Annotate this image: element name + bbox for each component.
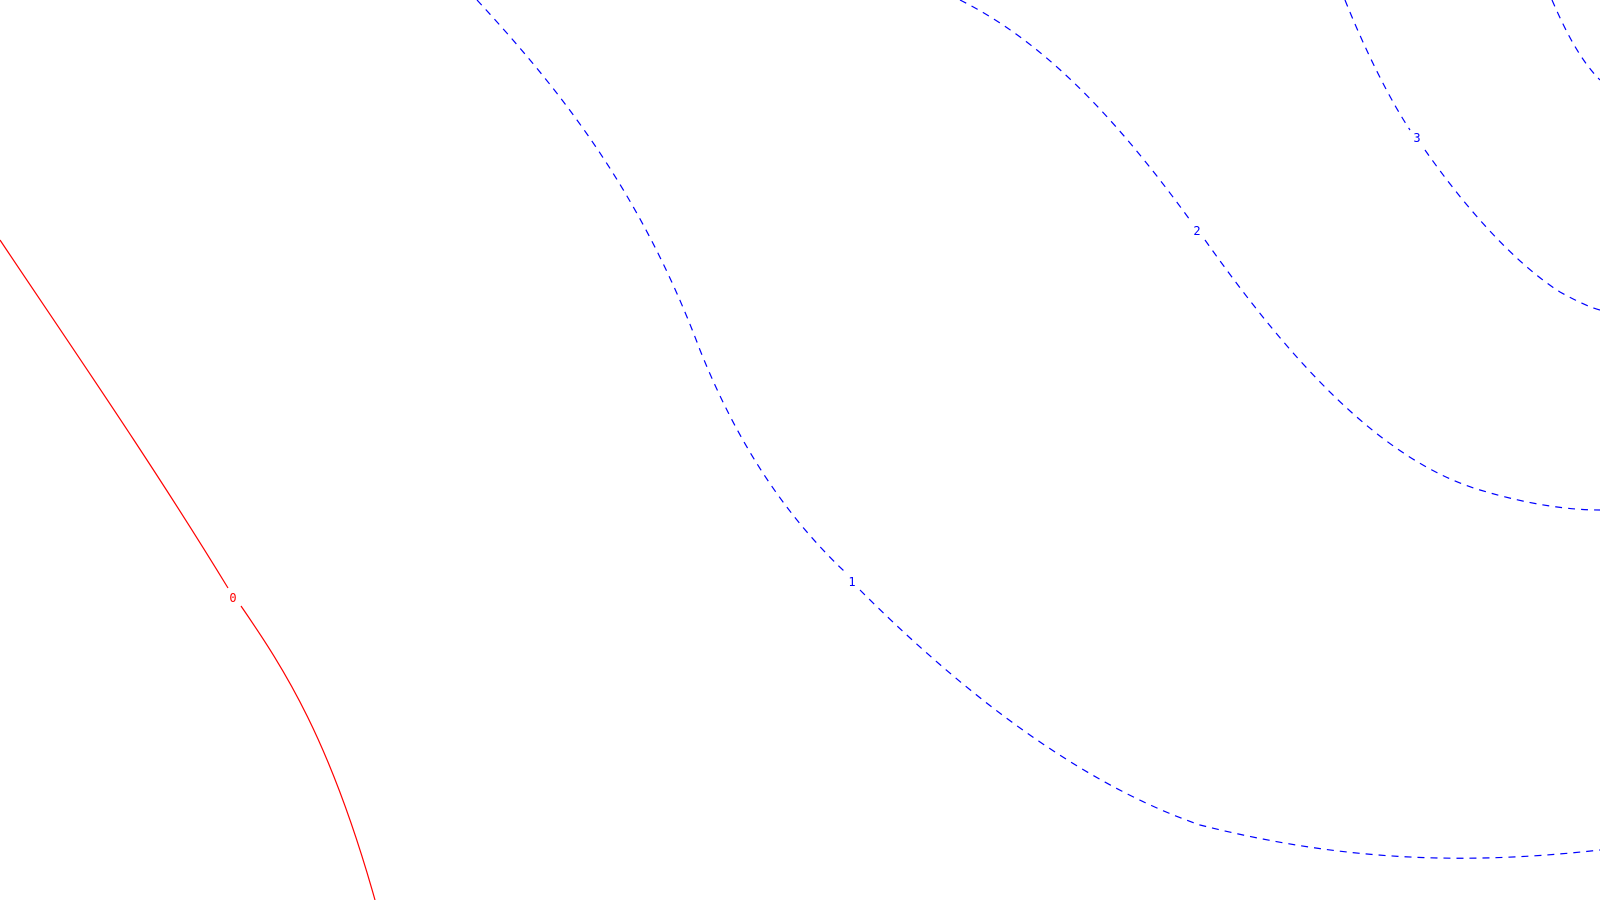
contour-line-2 (959, 0, 1600, 511)
contour-line-3-corner (1551, 0, 1600, 81)
contour-line-1 (476, 0, 1600, 859)
contour-label-1: 1 (848, 575, 855, 589)
contour-label-0: 0 (229, 591, 236, 605)
contour-line-3 (1344, 0, 1600, 311)
contour-line-0 (0, 239, 376, 900)
contour-label-3: 3 (1413, 131, 1420, 145)
contour-label-2: 2 (1193, 224, 1200, 238)
